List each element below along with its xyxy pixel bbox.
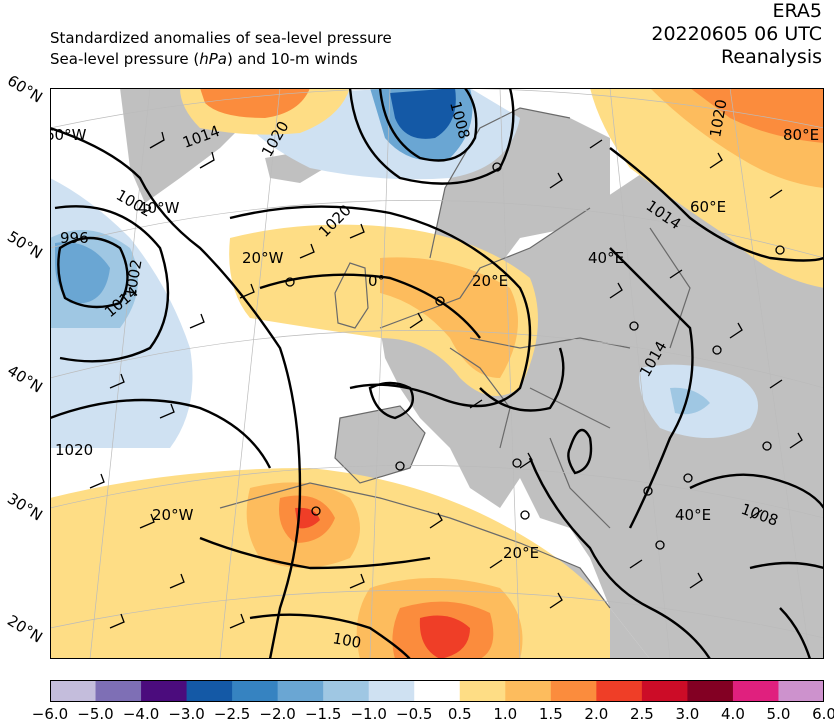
land-eurasia: [380, 128, 824, 659]
colorbar-tick-label: −2.5: [213, 705, 251, 723]
colorbar-swatch: [414, 680, 461, 702]
isobar-label-10: 996: [60, 229, 89, 247]
colorbar-swatch: [50, 680, 97, 702]
lon-label-40e-south: 40°E: [675, 506, 711, 524]
colorbar-tick-label: 2.5: [629, 705, 654, 723]
colorbar-swatch: [732, 680, 779, 702]
colorbar-tick-label: −6.0: [31, 705, 69, 723]
colorbar-swatch: [778, 680, 824, 702]
colorbar-swatch: [232, 680, 279, 702]
colorbar-swatch: [505, 680, 552, 702]
colorbar-tick-label: −3.0: [168, 705, 205, 723]
lon-label-20w-south: 20°W: [152, 506, 194, 524]
isobar-label-1: 1020: [55, 441, 93, 459]
colorbar-swatch: [277, 680, 324, 702]
lat-label-50n: 50°N: [4, 227, 46, 263]
product-label: Reanalysis: [721, 46, 822, 68]
chart-title-left: Standardized anomalies of sea-level pres…: [50, 28, 392, 70]
lat-label-40n: 40°N: [4, 361, 46, 397]
lon-label-0: 0°: [368, 272, 385, 290]
lon-label-20e: 20°E: [472, 272, 508, 290]
colorbar-tick-label: −1.5: [304, 705, 342, 723]
colorbar-tick-label: 6.0: [812, 705, 834, 723]
lat-label-30n: 30°N: [4, 489, 46, 525]
colorbar: [50, 680, 824, 702]
colorbar-swatch: [687, 680, 734, 702]
anomaly-map: 1020 1014 1014 1008 1020 1020 1020 1008 …: [50, 88, 824, 659]
lat-label-60n: 60°N: [4, 71, 46, 107]
lon-label-60w: 60°W: [50, 126, 87, 144]
colorbar-tick-label: −5.0: [77, 705, 114, 723]
model-label: ERA5: [772, 0, 822, 22]
land-iberia: [335, 406, 425, 483]
colorbar-swatch: [323, 680, 370, 702]
colorbar-tick-label: −0.5: [396, 705, 433, 723]
colorbar-tick-label: 2.0: [584, 705, 609, 723]
colorbar-swatch: [641, 680, 688, 702]
colorbar-tick-label: −2.0: [259, 705, 296, 723]
chart-title-right: ERA5 20220605 06 UTC Reanalysis: [651, 0, 822, 69]
colorbar-tick-label: 3.0: [675, 705, 700, 723]
colorbar-tick-label: 1.5: [538, 705, 563, 723]
datetime-label: 20220605 06 UTC: [651, 23, 822, 45]
colorbar-tick-label: 0.5: [447, 705, 472, 723]
lat-label-20n: 20°N: [4, 611, 46, 647]
colorbar-swatch: [368, 680, 415, 702]
colorbar-tick-label: −4.0: [122, 705, 160, 723]
colorbar-tick-label: −1.0: [350, 705, 387, 723]
title-line-1: Standardized anomalies of sea-level pres…: [50, 29, 392, 47]
lon-label-80e: 80°E: [783, 126, 819, 144]
colorbar-swatch: [596, 680, 643, 702]
isobar-label-14: 100: [331, 629, 362, 652]
lon-label-40w: 40°W: [138, 199, 180, 217]
lon-label-40e: 40°E: [588, 249, 624, 267]
colorbar-tick-label: 5.0: [766, 705, 791, 723]
colorbar-swatch: [186, 680, 233, 702]
title-line-2: Sea-level pressure (hPa) and 10-m winds: [50, 50, 358, 68]
colorbar-labels: −6.0 −5.0 −4.0 −3.0 −2.5 −2.0 −1.5 −1.0 −0.5 0.5 1…: [0, 705, 834, 725]
lon-label-60e: 60°E: [690, 198, 726, 216]
colorbar-swatch: [550, 680, 597, 702]
colorbar-swatch: [141, 680, 188, 702]
lon-label-20e-south: 20°E: [503, 544, 539, 562]
colorbar-swatch: [95, 680, 142, 702]
colorbar-tick-label: 1.0: [493, 705, 518, 723]
colorbar-tick-label: 4.0: [721, 705, 745, 723]
lon-label-20w: 20°W: [242, 249, 284, 267]
colorbar-swatch: [459, 680, 506, 702]
